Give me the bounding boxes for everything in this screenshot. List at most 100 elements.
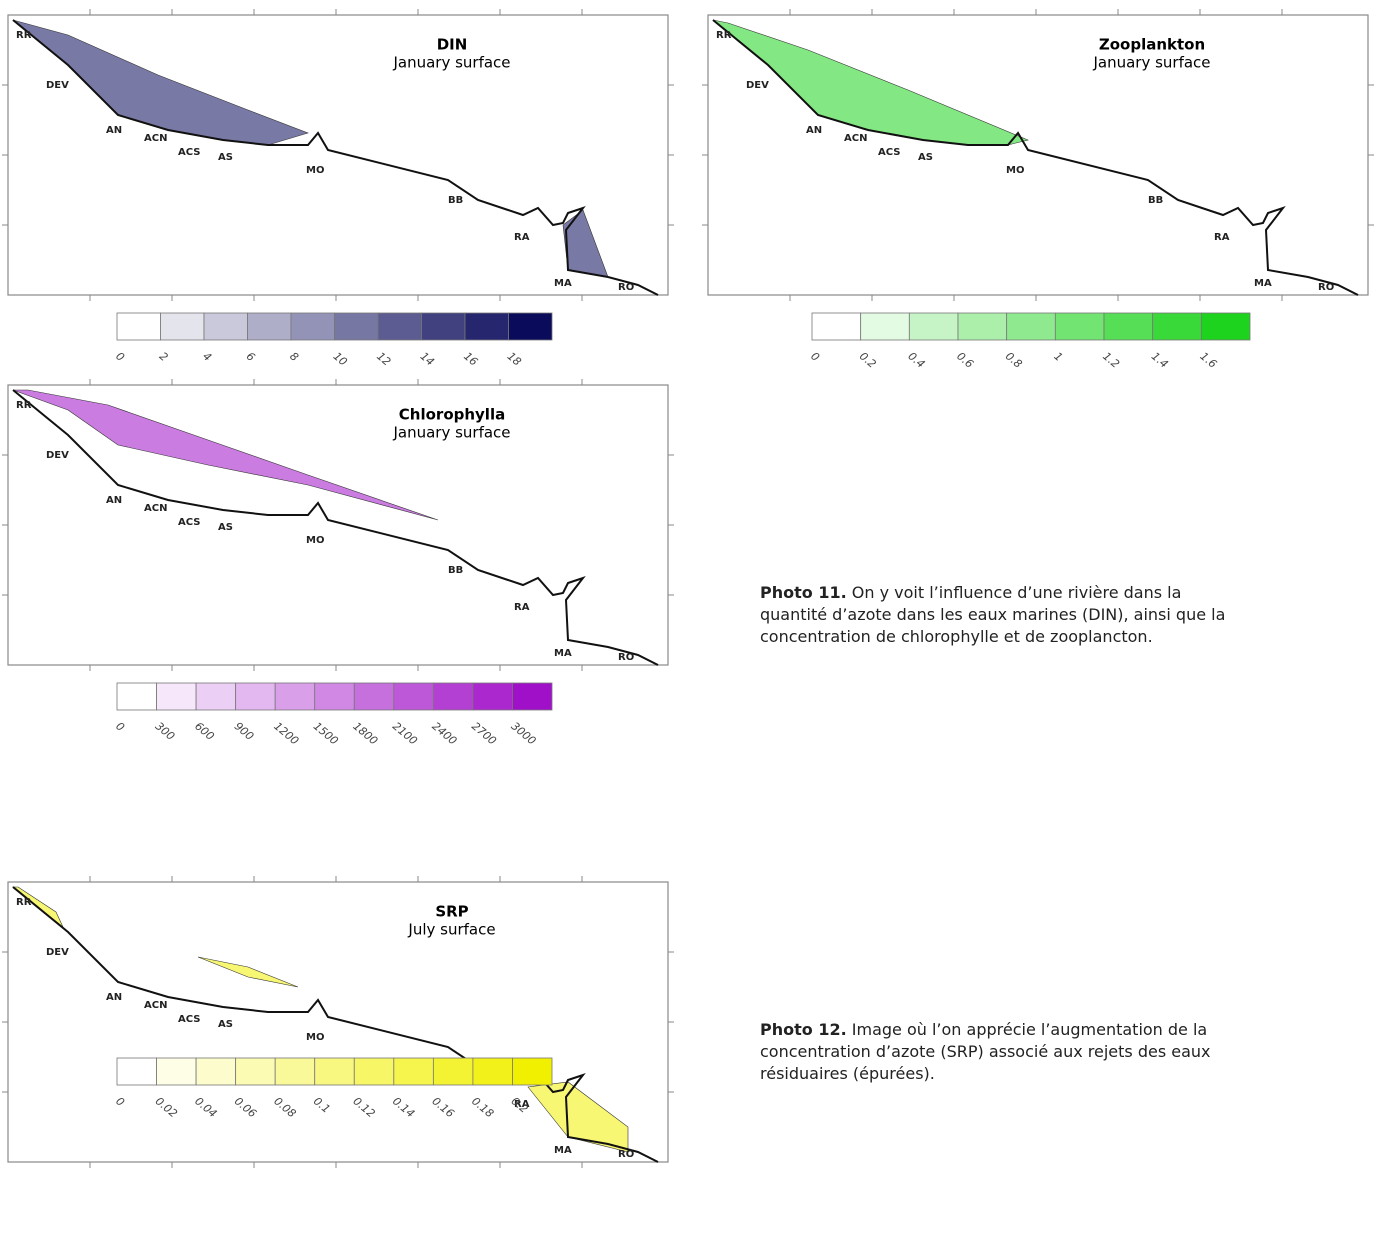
map-panel: RRDEVANACNACSASMOBBRAMAROSRPJuly surface xyxy=(2,876,674,1168)
scale-label: 0.12 xyxy=(350,1095,377,1121)
place-label: AN xyxy=(106,992,122,1003)
scale-label: 0.8 xyxy=(1003,350,1025,371)
place-label: RO xyxy=(618,282,634,293)
caption: Photo 12. Image où l’on apprécie l’augme… xyxy=(760,1019,1230,1085)
place-label: AS xyxy=(218,522,233,533)
scale-label: 0.2 xyxy=(857,350,879,371)
place-label: MA xyxy=(1254,278,1272,289)
color-swatch xyxy=(1152,312,1202,341)
place-label: RA xyxy=(514,602,530,613)
color-swatch xyxy=(156,682,197,711)
panel-title: Zooplankton xyxy=(1099,36,1205,54)
color-swatch xyxy=(195,682,237,711)
color-swatch xyxy=(247,312,292,341)
place-label: RA xyxy=(1214,232,1230,243)
color-swatch xyxy=(156,1057,197,1086)
panel-subtitle: January surface xyxy=(392,424,510,442)
scale-label: 0.2 xyxy=(509,1095,531,1116)
scale-label: 0 xyxy=(113,350,127,364)
scale-label: 0.6 xyxy=(954,350,976,371)
place-label: RO xyxy=(618,1149,634,1160)
scale-label: 18 xyxy=(505,350,524,369)
scale-label: 1.2 xyxy=(1100,350,1122,371)
scale-label: 0 xyxy=(113,720,127,734)
scale-label: 1 xyxy=(1051,350,1065,364)
scale-label: 1500 xyxy=(311,720,341,748)
coastline xyxy=(12,19,659,296)
scale-label: 12 xyxy=(374,350,393,369)
color-swatch xyxy=(116,1057,157,1086)
place-label: AS xyxy=(918,152,933,163)
place-label: DEV xyxy=(746,80,769,91)
scale-label: 0.1 xyxy=(311,1095,333,1116)
place-label: RA xyxy=(514,1099,530,1110)
color-swatch xyxy=(432,1057,474,1086)
color-swatch xyxy=(512,1057,553,1086)
place-label: MA xyxy=(554,1145,572,1156)
scale-label: 0.04 xyxy=(192,1095,219,1121)
place-label: ACS xyxy=(178,147,200,158)
color-swatch xyxy=(314,1057,355,1086)
caption-label: Photo 12. xyxy=(760,1020,847,1039)
coastline xyxy=(712,19,1359,296)
place-label: AS xyxy=(218,1019,233,1030)
place-label: ACN xyxy=(144,1000,167,1011)
color-swatch xyxy=(1200,312,1251,341)
caption-text: On y voit l’influence d’une rivière dans… xyxy=(760,583,1226,646)
place-label: DEV xyxy=(46,450,69,461)
place-label: MO xyxy=(306,165,324,176)
place-label: ACS xyxy=(878,147,900,158)
place-label: AN xyxy=(806,125,822,136)
color-swatch xyxy=(235,682,276,711)
scale-label: 2100 xyxy=(390,720,420,748)
color-swatch xyxy=(464,312,509,341)
color-swatch xyxy=(512,682,553,711)
scale-label: 1.4 xyxy=(1149,350,1171,371)
place-label: RO xyxy=(1318,282,1334,293)
place-label: BB xyxy=(448,565,463,576)
place-label: DEV xyxy=(46,80,69,91)
color-swatch xyxy=(472,682,513,711)
place-label: AS xyxy=(218,152,233,163)
scale-label: 900 xyxy=(232,720,256,743)
place-label: ACS xyxy=(178,517,200,528)
place-label: RR xyxy=(716,30,732,41)
place-label: MO xyxy=(306,535,324,546)
place-label: AN xyxy=(106,125,122,136)
scale-label: 6 xyxy=(244,350,258,364)
place-label: RR xyxy=(16,897,32,908)
caption-text: Image où l’on apprécie l’augmentation de… xyxy=(760,1020,1211,1083)
panel-subtitle: January surface xyxy=(392,54,510,72)
caption-label: Photo 11. xyxy=(760,583,847,602)
scale-label: 14 xyxy=(418,350,437,369)
place-label: BB xyxy=(1148,195,1163,206)
map-panel: RR DEV AN ACN ACS AS MO BB RA MA RO ChlorophyllaJan… xyxy=(2,379,674,671)
scale-label: 0.08 xyxy=(271,1095,298,1121)
scale-label: 0.14 xyxy=(390,1095,417,1121)
scale-label: 600 xyxy=(192,720,216,743)
scale-label: 0.18 xyxy=(469,1095,496,1121)
color-swatch xyxy=(334,312,379,341)
color-swatch xyxy=(377,312,422,341)
scale-label: 1200 xyxy=(271,720,301,748)
color-swatch xyxy=(290,312,335,341)
color-swatch xyxy=(160,312,205,341)
color-swatch xyxy=(1103,312,1154,341)
color-swatch xyxy=(508,312,553,341)
caption: Photo 11. On y voit l’influence d’une ri… xyxy=(760,582,1230,648)
place-label: AN xyxy=(106,495,122,506)
place-label: MA xyxy=(554,648,572,659)
scale-label: 10 xyxy=(331,350,350,369)
scale-label: 2 xyxy=(157,350,171,364)
place-label: ACN xyxy=(144,133,167,144)
scale-label: 8 xyxy=(287,350,301,364)
scale-label: 0 xyxy=(808,350,822,364)
color-swatch xyxy=(908,312,959,341)
panel-title: SRP xyxy=(435,903,468,921)
color-swatch xyxy=(353,682,395,711)
place-label: ACS xyxy=(178,1014,200,1025)
map-panel: RR DEV AN ACN ACS AS MO BB RA MA RO ZooplanktonJanu… xyxy=(702,9,1374,301)
color-swatch xyxy=(195,1057,237,1086)
